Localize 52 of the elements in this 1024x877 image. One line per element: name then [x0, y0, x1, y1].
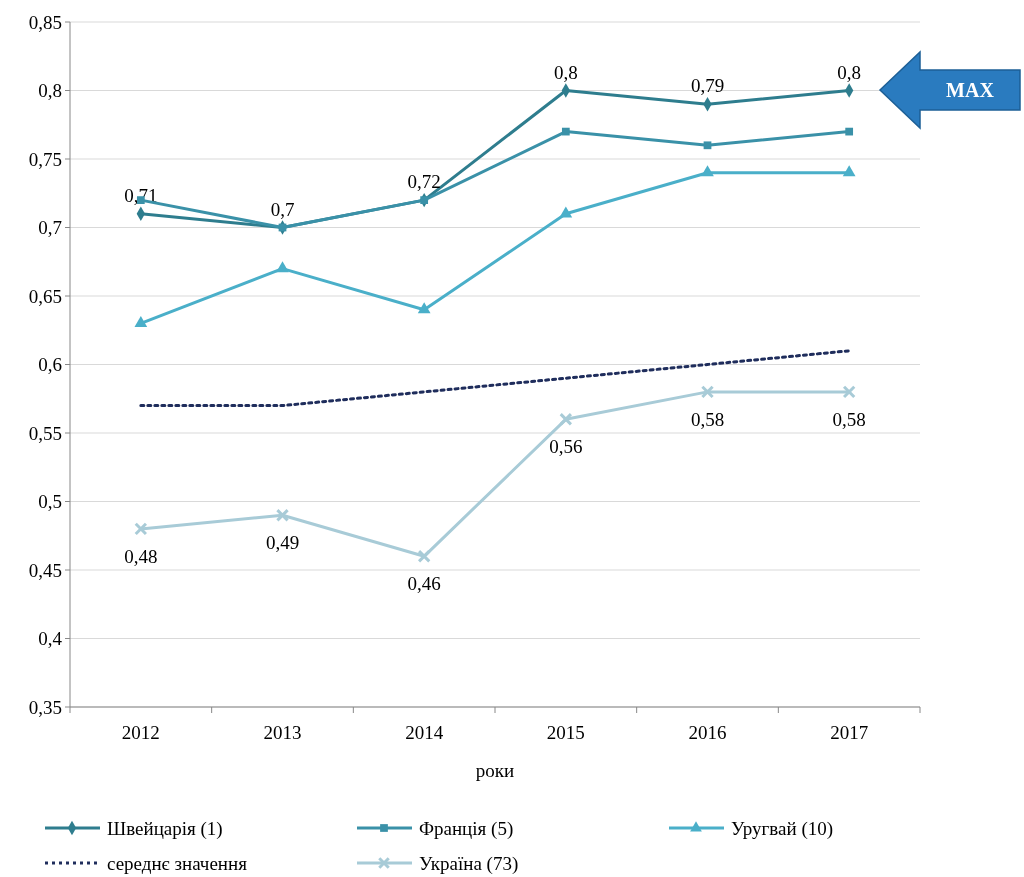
legend-label: Україна (73)	[419, 852, 519, 875]
point	[134, 522, 148, 536]
x-axis-title: роки	[475, 760, 515, 781]
point	[417, 302, 431, 314]
y-tick-label: 0,65	[28, 285, 62, 307]
point	[134, 316, 148, 328]
text: MAX	[946, 79, 995, 101]
data-label: 0,49	[265, 532, 300, 554]
y-tick-label: 0,75	[28, 148, 62, 170]
x-tick-label: 2014	[405, 722, 444, 743]
point	[559, 412, 573, 426]
data-label: 0,48	[124, 545, 158, 567]
x-tick-label: 2012	[121, 722, 160, 743]
y-tick-label: 0,35	[28, 696, 62, 718]
y-tick-label: 0,4	[38, 628, 63, 650]
point	[845, 127, 854, 136]
x-tick-label: 2015	[546, 722, 585, 743]
y-tick-label: 0,45	[28, 559, 62, 581]
data-label: 0,58	[832, 408, 866, 430]
point	[276, 261, 289, 273]
y-tick-label: 0,55	[28, 422, 62, 444]
point	[420, 196, 429, 204]
legend-label: Франція (5)	[419, 817, 514, 840]
point	[700, 385, 715, 399]
legend-label: Швейцарія (1)	[107, 817, 223, 840]
point	[701, 165, 714, 177]
data-label: 0,79	[690, 75, 725, 97]
data-label: 0,58	[690, 408, 725, 430]
point	[417, 549, 431, 563]
point	[703, 141, 712, 150]
y-tick-label: 0,7	[38, 217, 62, 239]
legend-label: середнє значення	[107, 852, 248, 874]
line-series	[139, 349, 851, 408]
x-tick-label: 2013	[263, 722, 302, 743]
x-tick-label: 2017	[830, 722, 869, 743]
point	[561, 127, 570, 136]
x-tick-label: 2016	[688, 722, 727, 743]
data-label: 0,8	[837, 61, 862, 83]
legend-label: Уругвай (10)	[731, 817, 834, 840]
data-label: 0,56	[549, 436, 583, 458]
y-tick-label: 0,5	[38, 491, 62, 513]
data-label: 0,8	[553, 61, 578, 83]
point	[842, 385, 856, 399]
data-label: 0,72	[407, 171, 441, 193]
point	[842, 165, 856, 177]
data-label: 0,46	[407, 573, 441, 595]
y-tick-label: 0,8	[38, 80, 62, 102]
y-tick-label: 0,6	[38, 354, 62, 376]
data-label: 0,7	[270, 198, 295, 220]
point	[559, 206, 573, 218]
point	[275, 508, 290, 522]
y-tick-label: 0,85	[28, 11, 62, 33]
